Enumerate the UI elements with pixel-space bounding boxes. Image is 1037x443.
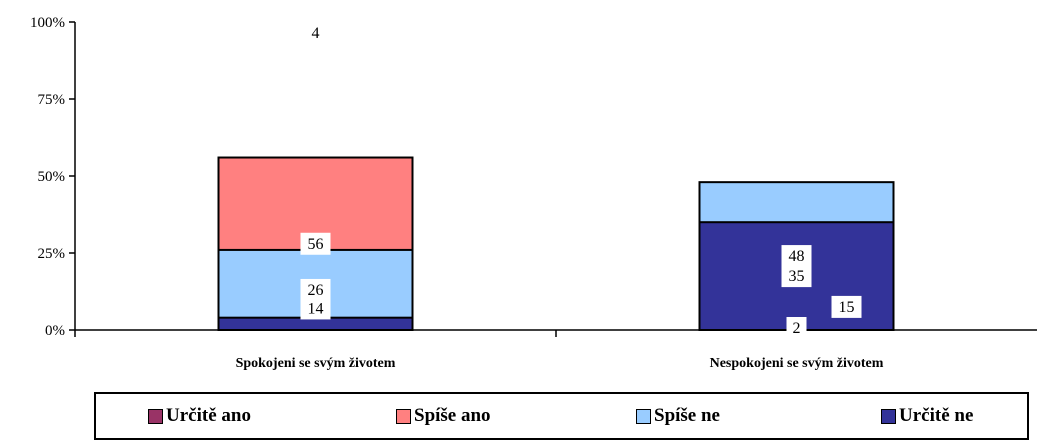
category-label: Spokojeni se svým životem	[236, 356, 396, 371]
legend-label: Spíše ano	[414, 405, 491, 426]
y-tick-label: 50%	[38, 169, 66, 185]
legend-label: Určitě ne	[899, 405, 974, 426]
legend-swatch	[636, 408, 651, 424]
category-label: Nespokojeni se svým životem	[710, 356, 884, 371]
legend-item: Určitě ne	[881, 405, 973, 427]
data-label-bg	[781, 245, 812, 268]
legend-item: Spíše ano	[396, 405, 491, 427]
data-label: 14	[308, 300, 324, 317]
bar-segment	[217, 316, 414, 331]
legend-item: Spíše ne	[636, 405, 720, 427]
legend-swatch	[396, 408, 411, 424]
data-label: 26	[308, 282, 324, 299]
data-label-bg	[300, 232, 331, 255]
data-label: 4	[312, 25, 320, 42]
data-label: 56	[308, 236, 324, 253]
data-label-bg	[831, 295, 862, 318]
data-labels: 14 56 26 4 2 15 48 35	[300, 22, 862, 339]
y-tick-label: 25%	[38, 246, 66, 262]
y-tick-label: 100%	[30, 15, 65, 31]
data-label: 35	[789, 268, 805, 285]
chart: 0% 25% 50% 75% 100% Spokojeni se svým životem…	[30, 15, 1037, 371]
legend-label: Určitě ano	[166, 405, 251, 426]
legend: Určitě ano Spíše ano Spíše ne Určitě ne	[94, 392, 1029, 440]
data-label-bg	[300, 278, 331, 301]
data-label: 15	[839, 299, 855, 316]
data-label-bg	[305, 22, 326, 44]
legend-item: Určitě ano	[148, 405, 251, 427]
legend-swatch	[148, 408, 163, 424]
data-label: 2	[793, 320, 801, 337]
data-label: 48	[789, 248, 805, 265]
legend-label: Spíše ne	[654, 405, 720, 426]
data-label-bg	[300, 297, 331, 320]
data-label-bg	[786, 317, 807, 339]
legend-swatch	[881, 408, 896, 424]
data-label-bg	[781, 265, 812, 288]
y-tick-label: 0%	[45, 323, 65, 339]
y-tick-label: 75%	[38, 92, 66, 108]
